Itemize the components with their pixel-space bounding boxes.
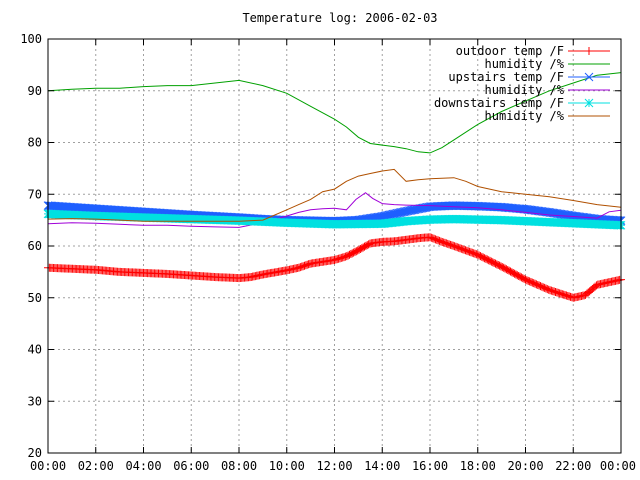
x-tick-label: 12:00 <box>316 459 352 473</box>
x-tick-label: 00:00 <box>30 459 66 473</box>
x-tick-label: 16:00 <box>412 459 448 473</box>
y-tick-label: 100 <box>20 32 42 46</box>
series-line <box>47 72 622 154</box>
y-tick-label: 20 <box>28 446 42 460</box>
plot-frame <box>47 38 622 454</box>
y-tick-label: 90 <box>28 84 42 98</box>
y-tick-label: 60 <box>28 239 42 253</box>
series-5 <box>47 168 622 222</box>
x-tick-label: 08:00 <box>221 459 257 473</box>
series-markers <box>44 233 625 302</box>
legend-marker <box>584 98 594 108</box>
series-3 <box>47 192 622 228</box>
legend-marker <box>584 72 594 82</box>
x-tick-label: 22:00 <box>555 459 591 473</box>
legend-label: humidity /% <box>485 83 565 97</box>
chart-title: Temperature log: 2006-02-03 <box>242 11 437 25</box>
legend-label: humidity /% <box>485 109 565 123</box>
series-0 <box>44 233 625 302</box>
x-tick-label: 10:00 <box>269 459 305 473</box>
legend-label: humidity /% <box>485 57 565 71</box>
legend-label: outdoor temp /F <box>456 44 564 58</box>
series-1 <box>47 72 622 154</box>
x-tick-label: 00:00 <box>600 459 636 473</box>
series-line <box>47 192 622 228</box>
y-tick-label: 40 <box>28 343 42 357</box>
x-tick-label: 02:00 <box>78 459 114 473</box>
legend-label: downstairs temp /F <box>434 96 564 110</box>
series-layer <box>43 72 626 302</box>
y-tick-label: 80 <box>28 136 42 150</box>
legend-marker <box>585 47 593 55</box>
x-tick-label: 04:00 <box>125 459 161 473</box>
y-tick-label: 50 <box>28 291 42 305</box>
x-tick-label: 14:00 <box>364 459 400 473</box>
x-tick-label: 06:00 <box>173 459 209 473</box>
series-line <box>47 168 622 222</box>
legend-label: upstairs temp /F <box>448 70 564 84</box>
x-tick-label: 18:00 <box>460 459 496 473</box>
y-tick-label: 70 <box>28 187 42 201</box>
grid-layer <box>48 39 621 453</box>
y-tick-label: 30 <box>28 394 42 408</box>
x-tick-label: 20:00 <box>507 459 543 473</box>
axis-layer: 20 30 40 50 60 70 80 90 100 00:00 02:00 04:00 06:00 0… <box>20 32 636 473</box>
